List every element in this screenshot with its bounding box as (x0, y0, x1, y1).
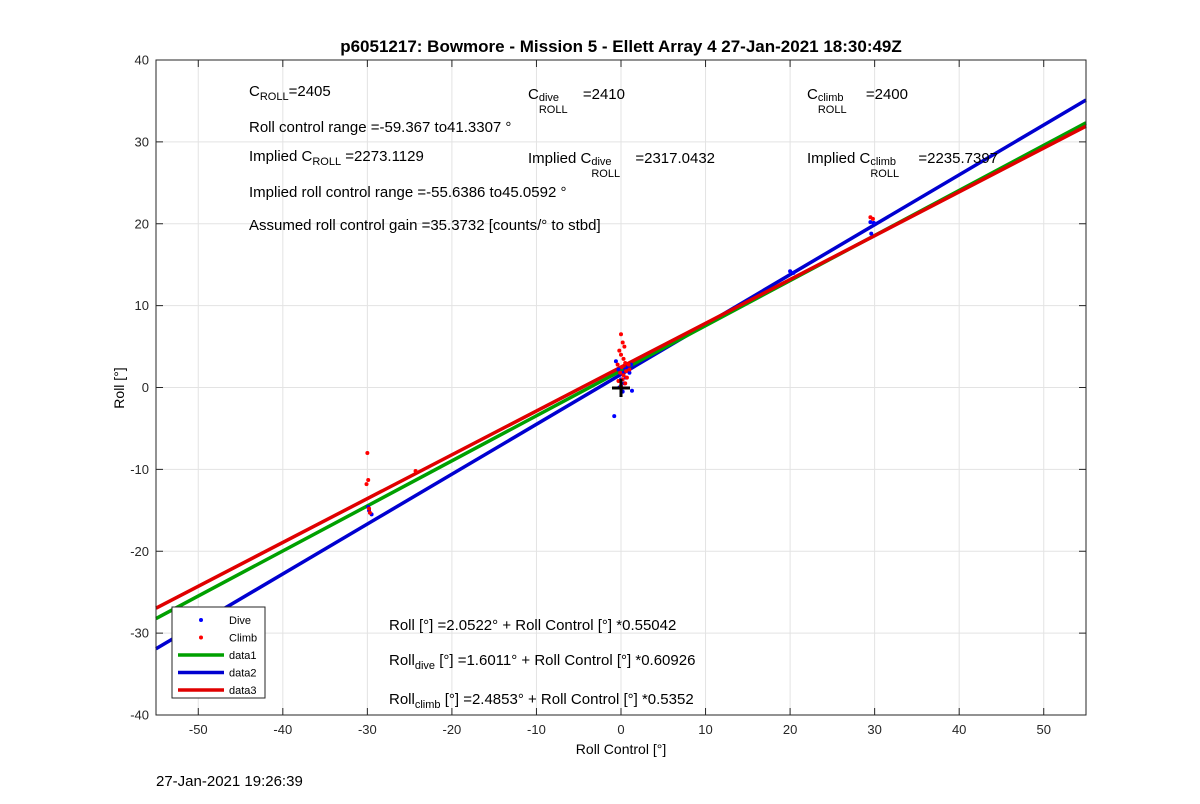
x-tick-label: -20 (443, 722, 462, 737)
assumed-gain: Assumed roll control gain =35.3732 [coun… (249, 217, 601, 234)
climb-point (624, 369, 629, 374)
climb-point (621, 373, 626, 378)
x-tick-label: -40 (273, 722, 292, 737)
climb-point (364, 482, 369, 487)
x-tick-label: -30 (358, 722, 377, 737)
climb-point (619, 332, 623, 337)
x-tick-label: -10 (527, 722, 546, 737)
climb-point (870, 216, 875, 221)
dive-point (791, 270, 796, 275)
climb-point (615, 362, 620, 367)
climb-point (621, 356, 626, 361)
x-tick-label: -50 (189, 722, 208, 737)
legend-marker-dive (199, 618, 203, 622)
climb-point (623, 381, 628, 386)
climb-point (622, 344, 627, 349)
y-tick-label: 30 (135, 134, 149, 149)
y-tick-label: -20 (130, 544, 149, 559)
implied-roll-control-range: Implied roll control range =-55.6386 to4… (249, 184, 567, 201)
x-axis-label: Roll Control [°] (576, 741, 666, 757)
climb-point (619, 352, 623, 357)
x-tick-label: 0 (617, 722, 624, 737)
dive-point (616, 367, 621, 372)
legend-label-climb: Climb (229, 633, 257, 645)
climb-point (367, 510, 372, 515)
y-axis-label: Roll [°] (111, 367, 127, 408)
origin-marker (612, 379, 630, 397)
legend-label-dive: Dive (229, 615, 251, 627)
y-tick-label: -10 (130, 462, 149, 477)
x-tick-label: 30 (867, 722, 881, 737)
climb-point (627, 367, 632, 372)
dive-point (613, 359, 618, 364)
y-tick-label: 0 (142, 380, 149, 395)
roll-control-range: Roll control range =-59.367 to41.3307 ° (249, 119, 512, 136)
dive-point (627, 370, 632, 375)
legend-label-data3: data3 (229, 685, 257, 697)
c-roll-annotation: CROLL=2405 (249, 83, 331, 103)
footer-timestamp: 27-Jan-2021 19:26:39 (156, 773, 303, 790)
y-tick-label: -40 (130, 708, 149, 723)
y-tick-label: 20 (135, 216, 149, 231)
dive-point (871, 220, 876, 225)
legend-label-data1: data1 (229, 650, 257, 662)
climb-point (618, 370, 623, 375)
climb-point (624, 375, 629, 380)
climb-point (366, 478, 371, 483)
x-tick-label: 20 (783, 722, 797, 737)
fit-dive-equation: Rolldive [°] =1.6011° + Roll Control [°]… (389, 652, 696, 672)
dive-point (869, 231, 874, 236)
climb-point (616, 378, 621, 383)
legend-marker-climb (199, 635, 203, 640)
climb-point (619, 365, 624, 370)
climb-point (367, 506, 372, 511)
dive-point (612, 414, 617, 419)
x-tick-label: 50 (1036, 722, 1050, 737)
climb-point (620, 340, 625, 345)
climb-point (623, 360, 628, 365)
climb-point (617, 348, 622, 353)
y-tick-label: 10 (135, 298, 149, 313)
fit-climb-equation: Rollclimb [°] =2.4853° + Roll Control [°… (389, 691, 694, 711)
y-tick-label: 40 (135, 53, 149, 68)
legend-box (171, 606, 266, 699)
ticks: -50 -40 -30 -20 -10 0 10 20 30 40 50 -40 -30 -20 -10 0 1… (130, 53, 1086, 737)
y-tick-label: -30 (130, 626, 149, 641)
x-tick-label: 40 (952, 722, 966, 737)
x-tick-label: 10 (698, 722, 712, 737)
implied-c-roll: Implied CROLL =2273.1129 (249, 148, 424, 168)
climb-point (626, 362, 631, 367)
dive-point (868, 220, 873, 225)
chart-title: p6051217: Bowmore - Mission 5 - Ellett A… (340, 37, 902, 56)
climb-point (365, 451, 370, 455)
dive-point (788, 269, 793, 274)
dive-point (629, 388, 634, 393)
legend: Dive Climb data1 data2 data3 (171, 606, 266, 699)
climb-point (413, 469, 418, 474)
fit-all-equation: Roll [°] =2.0522° + Roll Control [°] *0.… (389, 617, 677, 634)
legend-label-data2: data2 (229, 668, 257, 680)
